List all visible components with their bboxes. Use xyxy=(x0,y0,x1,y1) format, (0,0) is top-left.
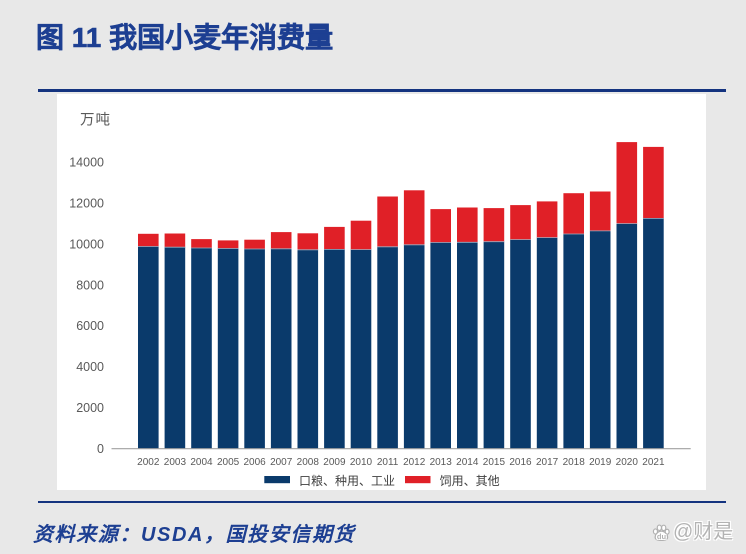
svg-text:2021: 2021 xyxy=(642,457,665,468)
svg-text:口粮、种用、工业: 口粮、种用、工业 xyxy=(299,473,395,488)
svg-text:万吨: 万吨 xyxy=(80,112,111,129)
svg-text:2016: 2016 xyxy=(509,457,532,468)
svg-text:2015: 2015 xyxy=(483,457,506,468)
svg-text:14000: 14000 xyxy=(69,156,104,170)
svg-text:6000: 6000 xyxy=(76,319,104,333)
svg-text:2002: 2002 xyxy=(137,457,160,468)
svg-text:2019: 2019 xyxy=(589,457,612,468)
svg-text:2010: 2010 xyxy=(350,457,373,468)
svg-text:2018: 2018 xyxy=(563,457,586,468)
svg-text:2017: 2017 xyxy=(536,457,559,468)
svg-text:2005: 2005 xyxy=(217,457,240,468)
svg-text:2008: 2008 xyxy=(297,457,320,468)
svg-text:12000: 12000 xyxy=(69,196,104,210)
svg-text:8000: 8000 xyxy=(76,278,104,292)
svg-text:2020: 2020 xyxy=(616,457,639,468)
svg-text:2014: 2014 xyxy=(456,457,479,468)
svg-text:2000: 2000 xyxy=(76,401,104,415)
svg-text:2004: 2004 xyxy=(190,457,213,468)
svg-text:10000: 10000 xyxy=(69,237,104,251)
svg-text:4000: 4000 xyxy=(76,360,104,374)
svg-text:饲用、其他: 饲用、其他 xyxy=(440,474,500,488)
svg-text:2009: 2009 xyxy=(323,457,346,468)
svg-text:du: du xyxy=(657,531,667,540)
svg-text:0: 0 xyxy=(97,442,104,456)
svg-text:2012: 2012 xyxy=(403,457,426,468)
svg-text:2003: 2003 xyxy=(164,457,187,468)
svg-text:2013: 2013 xyxy=(430,457,453,468)
svg-text:2011: 2011 xyxy=(377,457,399,468)
svg-text:2006: 2006 xyxy=(243,457,266,468)
svg-text:2007: 2007 xyxy=(270,457,293,468)
